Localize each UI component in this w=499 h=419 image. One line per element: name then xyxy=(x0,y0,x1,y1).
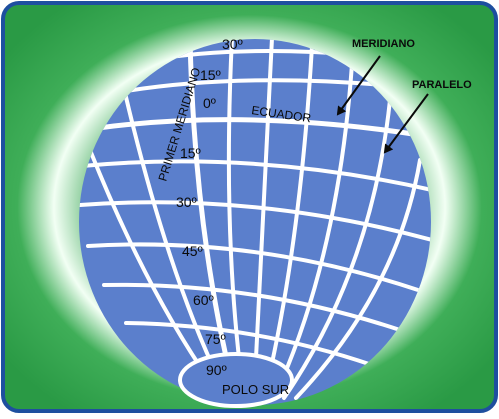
meridian-line xyxy=(294,158,422,400)
parallel-line-30s xyxy=(79,200,431,242)
parallel-line-75s xyxy=(124,321,374,367)
south-pole-cap xyxy=(178,352,294,408)
equator-line xyxy=(95,117,429,139)
latitude-label-45s: 45º xyxy=(182,243,203,259)
south-pole-label: POLO SUR xyxy=(222,382,289,397)
parallel-pointer-arrow xyxy=(383,93,429,154)
parallel-line-15n xyxy=(118,78,397,94)
parallel-line-15s xyxy=(80,159,431,192)
latitude-label-30n: 30º xyxy=(222,36,243,52)
parallel-line-60s xyxy=(102,282,402,332)
meridian-label: MERIDIANO xyxy=(352,38,415,50)
latitude-label-0: 0º xyxy=(203,95,216,111)
meridian-line xyxy=(272,62,354,400)
latitude-label-30s: 30º xyxy=(176,194,197,210)
meridian-pointer-arrow xyxy=(336,55,381,116)
meridian-line xyxy=(262,44,314,400)
parallel-label: PARALELO xyxy=(412,79,472,91)
meridian-line xyxy=(282,98,392,400)
latitude-label-75s: 75º xyxy=(205,331,226,347)
latitude-label-60s: 60º xyxy=(193,292,214,308)
latitude-label-15s: 15º xyxy=(180,145,201,161)
latitude-label-90s: 90º xyxy=(206,362,227,378)
latitude-label-15n: 15º xyxy=(200,67,221,83)
